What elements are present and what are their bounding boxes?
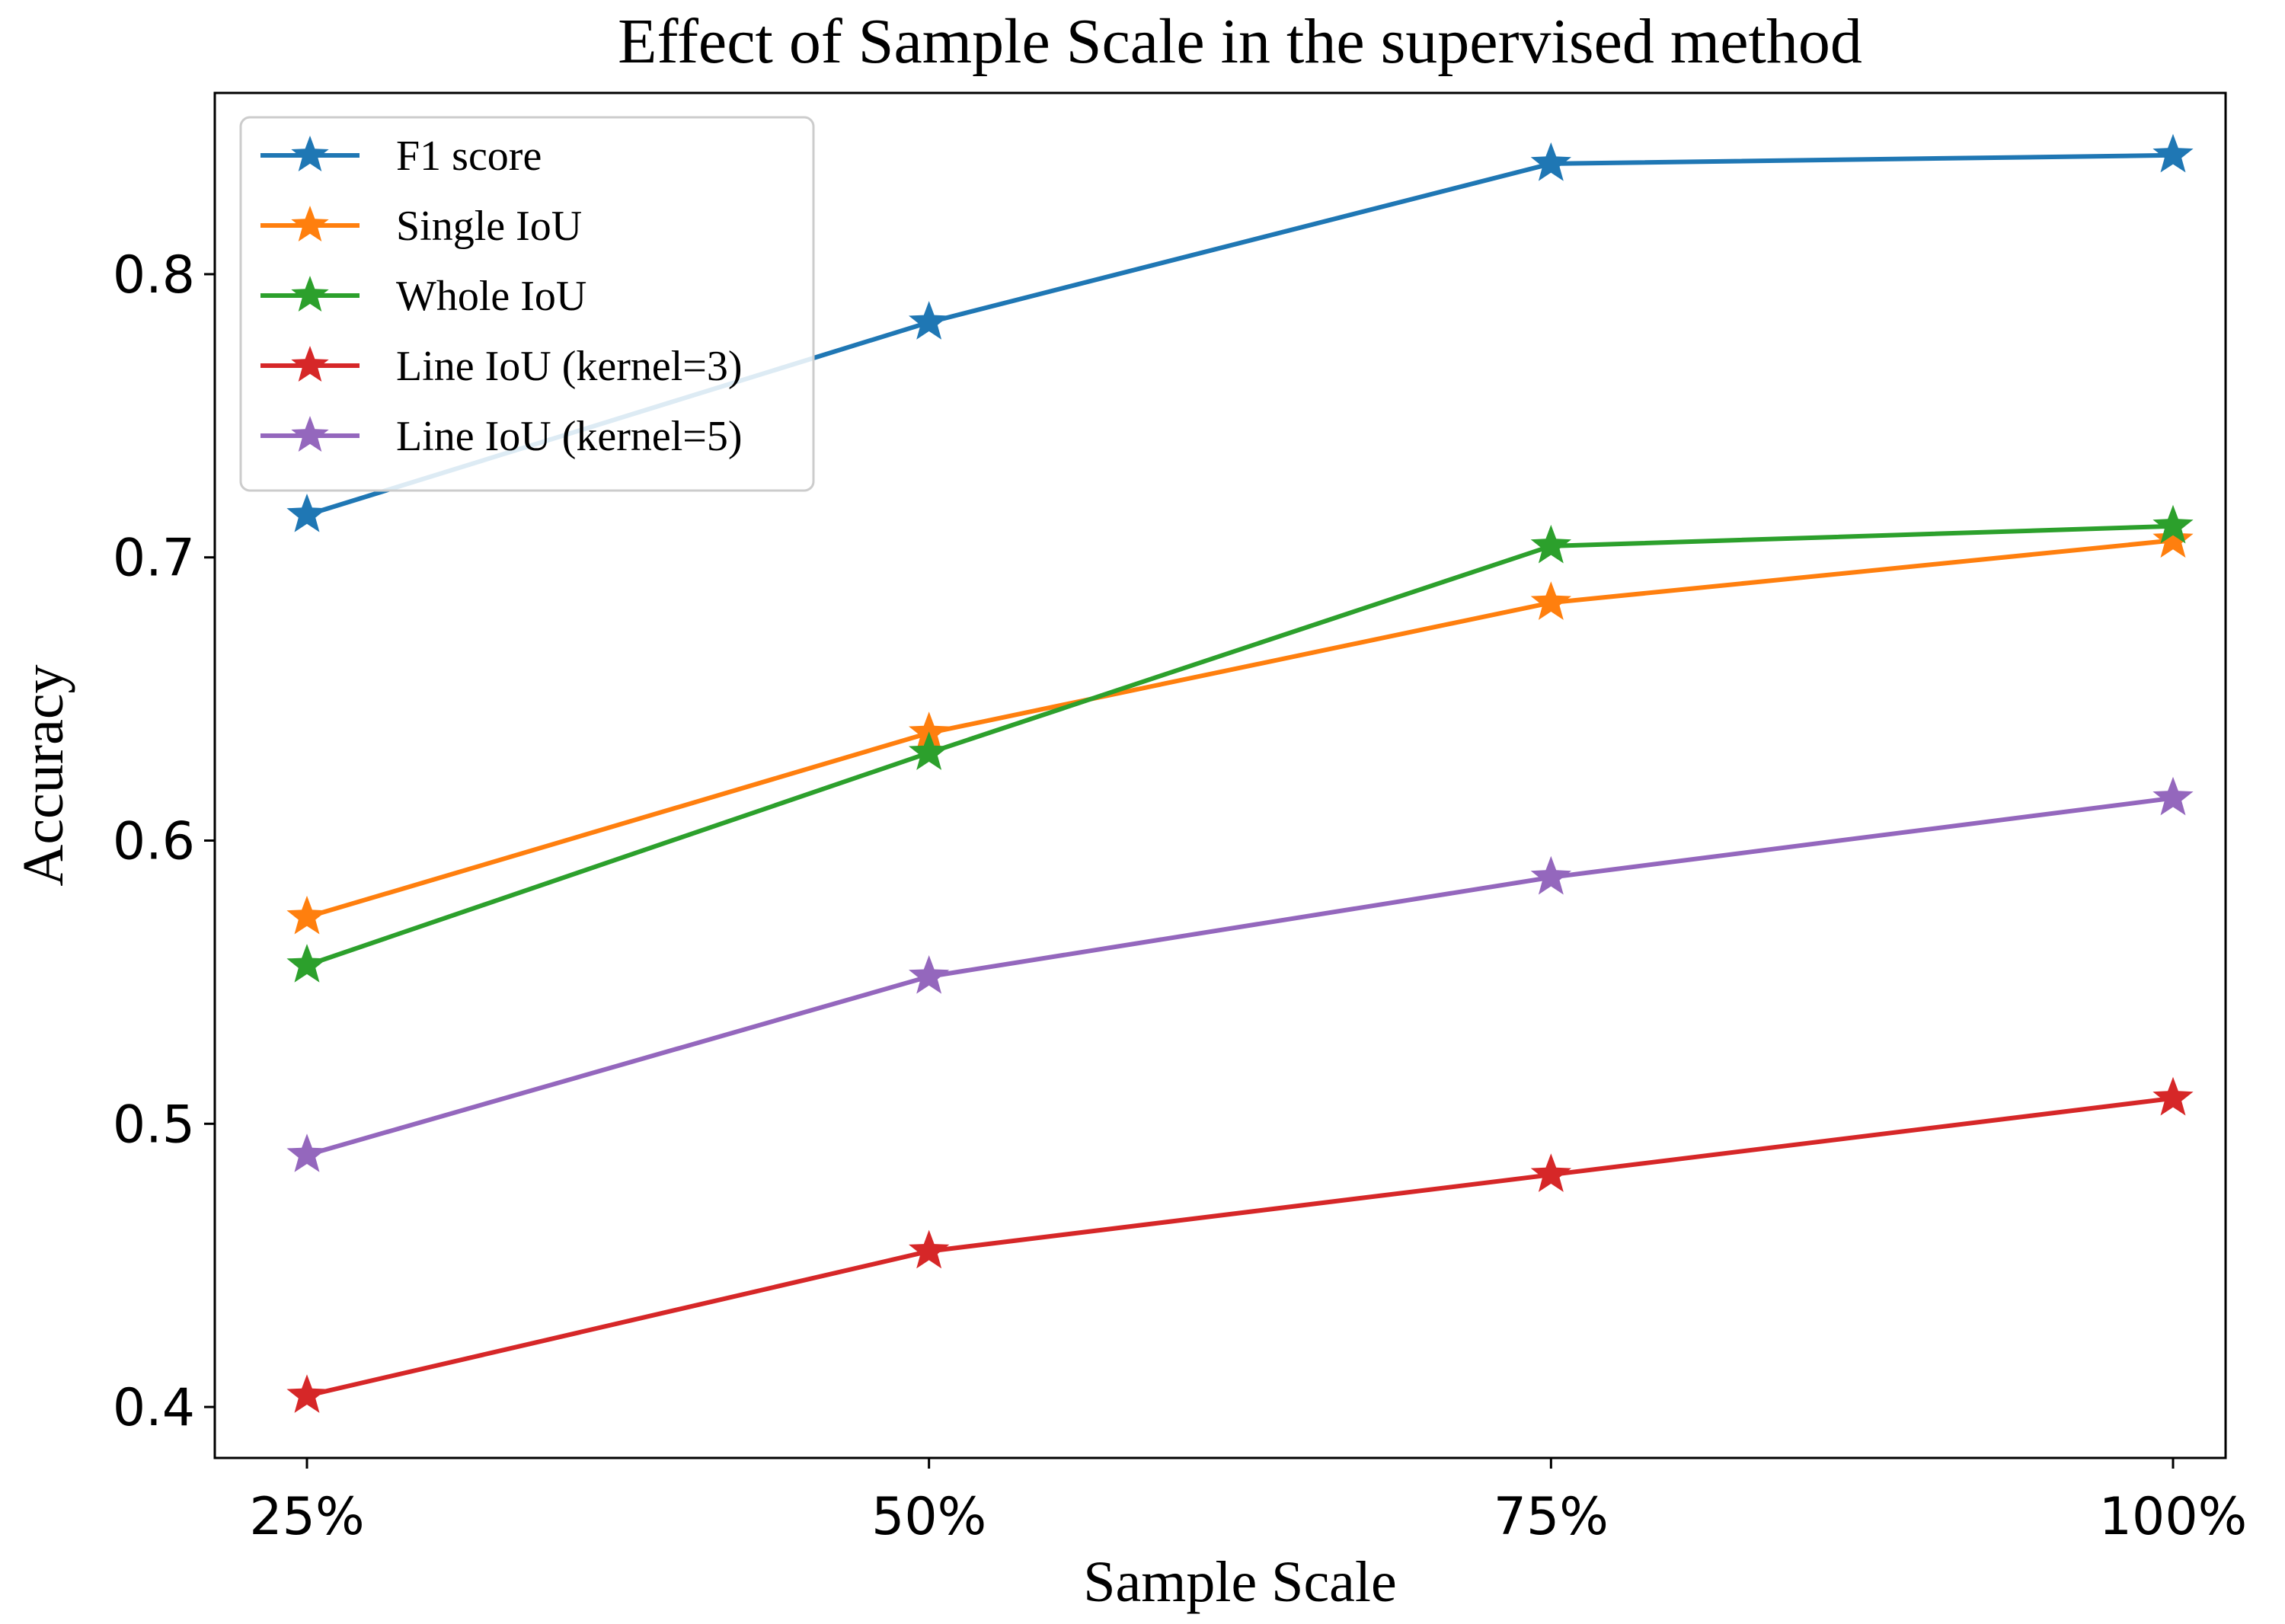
y-tick-label: 0.8 [113, 245, 195, 305]
data-point [2152, 133, 2194, 173]
chart-title: Effect of Sample Scale in the supervised… [618, 6, 1862, 77]
legend: F1 score Single IoU Whole IoU Line IoU (ker… [239, 116, 815, 492]
data-point [1530, 855, 1571, 895]
legend-marker [291, 136, 329, 171]
data-point [909, 1229, 950, 1269]
legend-item: Single IoU [260, 203, 582, 250]
data-point [1530, 142, 1571, 181]
series-line [306, 795, 2174, 1158]
series-1 [286, 519, 2194, 935]
series-line [306, 538, 2174, 919]
x-tick-label: 100% [2099, 1487, 2247, 1547]
x-tick-label: 25% [249, 1487, 364, 1547]
legend-label: Whole IoU [396, 273, 586, 320]
legend-label: F1 score [396, 133, 542, 180]
legend-item: Line IoU (kernel=5) [260, 413, 743, 460]
y-tick-label: 0.7 [113, 529, 195, 589]
y-tick-label: 0.4 [113, 1378, 195, 1438]
legend-marker [291, 416, 329, 452]
data-point [909, 731, 950, 770]
x-tick-label: 75% [1494, 1487, 1609, 1547]
x-axis-label: Sample Scale [1083, 1550, 1397, 1614]
y-tick-label: 0.6 [113, 812, 195, 872]
data-point [1530, 581, 1571, 620]
legend-item: F1 score [260, 133, 542, 180]
data-point [909, 711, 950, 750]
legend-marker [291, 276, 329, 312]
series-line [306, 1095, 2174, 1399]
data-point [2152, 776, 2194, 816]
data-point [286, 494, 328, 532]
plot-frame [213, 91, 2227, 1459]
data-point [909, 301, 950, 340]
data-point [1530, 1153, 1571, 1192]
legend-label: Line IoU (kernel=3) [396, 343, 743, 390]
legend-item: Whole IoU [260, 273, 586, 320]
data-point [2152, 504, 2194, 544]
y-tick-label: 0.5 [113, 1095, 195, 1155]
legend-label: Single IoU [396, 203, 582, 250]
data-point [909, 955, 950, 994]
legend-box [239, 116, 815, 492]
data-point [286, 944, 328, 983]
series-3 [286, 1076, 2194, 1413]
legend-item: Line IoU (kernel=3) [260, 343, 743, 390]
x-tick-label: 50% [871, 1487, 986, 1547]
data-point [2152, 519, 2194, 558]
data-point [1530, 524, 1571, 564]
series-4 [286, 776, 2194, 1172]
series-line [306, 523, 2174, 967]
data-point [286, 1374, 328, 1413]
legend-label: Line IoU (kernel=5) [396, 413, 743, 460]
data-point [286, 895, 328, 935]
y-axis-label: Accuracy [11, 664, 75, 886]
legend-marker [291, 206, 329, 241]
data-point [2152, 1076, 2194, 1116]
series-2 [286, 504, 2194, 983]
data-point [286, 1133, 328, 1172]
legend-marker [291, 346, 329, 382]
axis-ticks: 0.4 0.5 0.6 0.7 0.8 25% 50% 75% 100% [113, 245, 2247, 1547]
